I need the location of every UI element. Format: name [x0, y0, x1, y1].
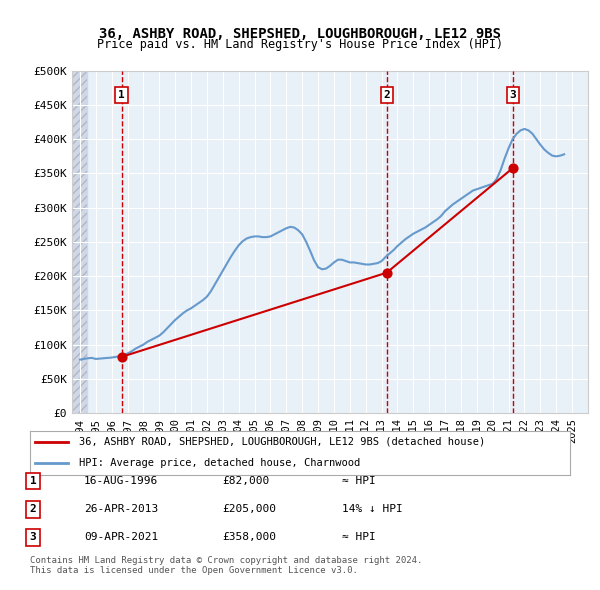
- Text: 09-APR-2021: 09-APR-2021: [84, 533, 158, 542]
- Text: £82,000: £82,000: [222, 476, 269, 486]
- Text: 26-APR-2013: 26-APR-2013: [84, 504, 158, 514]
- Text: £358,000: £358,000: [222, 533, 276, 542]
- Point: [117, 352, 127, 362]
- Text: ≈ HPI: ≈ HPI: [342, 476, 376, 486]
- Text: £205,000: £205,000: [222, 504, 276, 514]
- Text: 36, ASHBY ROAD, SHEPSHED, LOUGHBOROUGH, LE12 9BS: 36, ASHBY ROAD, SHEPSHED, LOUGHBOROUGH, …: [99, 27, 501, 41]
- Point: [508, 163, 518, 173]
- Text: Price paid vs. HM Land Registry's House Price Index (HPI): Price paid vs. HM Land Registry's House …: [97, 38, 503, 51]
- Text: 3: 3: [509, 90, 516, 100]
- Text: 3: 3: [29, 533, 37, 542]
- Text: 1: 1: [118, 90, 125, 100]
- Text: 14% ↓ HPI: 14% ↓ HPI: [342, 504, 403, 514]
- Text: 36, ASHBY ROAD, SHEPSHED, LOUGHBOROUGH, LE12 9BS (detached house): 36, ASHBY ROAD, SHEPSHED, LOUGHBOROUGH, …: [79, 437, 485, 447]
- Text: 1: 1: [29, 476, 37, 486]
- Point: [382, 268, 391, 277]
- Text: 2: 2: [383, 90, 390, 100]
- Text: 16-AUG-1996: 16-AUG-1996: [84, 476, 158, 486]
- Text: HPI: Average price, detached house, Charnwood: HPI: Average price, detached house, Char…: [79, 458, 360, 467]
- Bar: [72, 71, 87, 413]
- Bar: [72, 71, 87, 413]
- Text: ≈ HPI: ≈ HPI: [342, 533, 376, 542]
- Text: 2: 2: [29, 504, 37, 514]
- Text: Contains HM Land Registry data © Crown copyright and database right 2024.
This d: Contains HM Land Registry data © Crown c…: [30, 556, 422, 575]
